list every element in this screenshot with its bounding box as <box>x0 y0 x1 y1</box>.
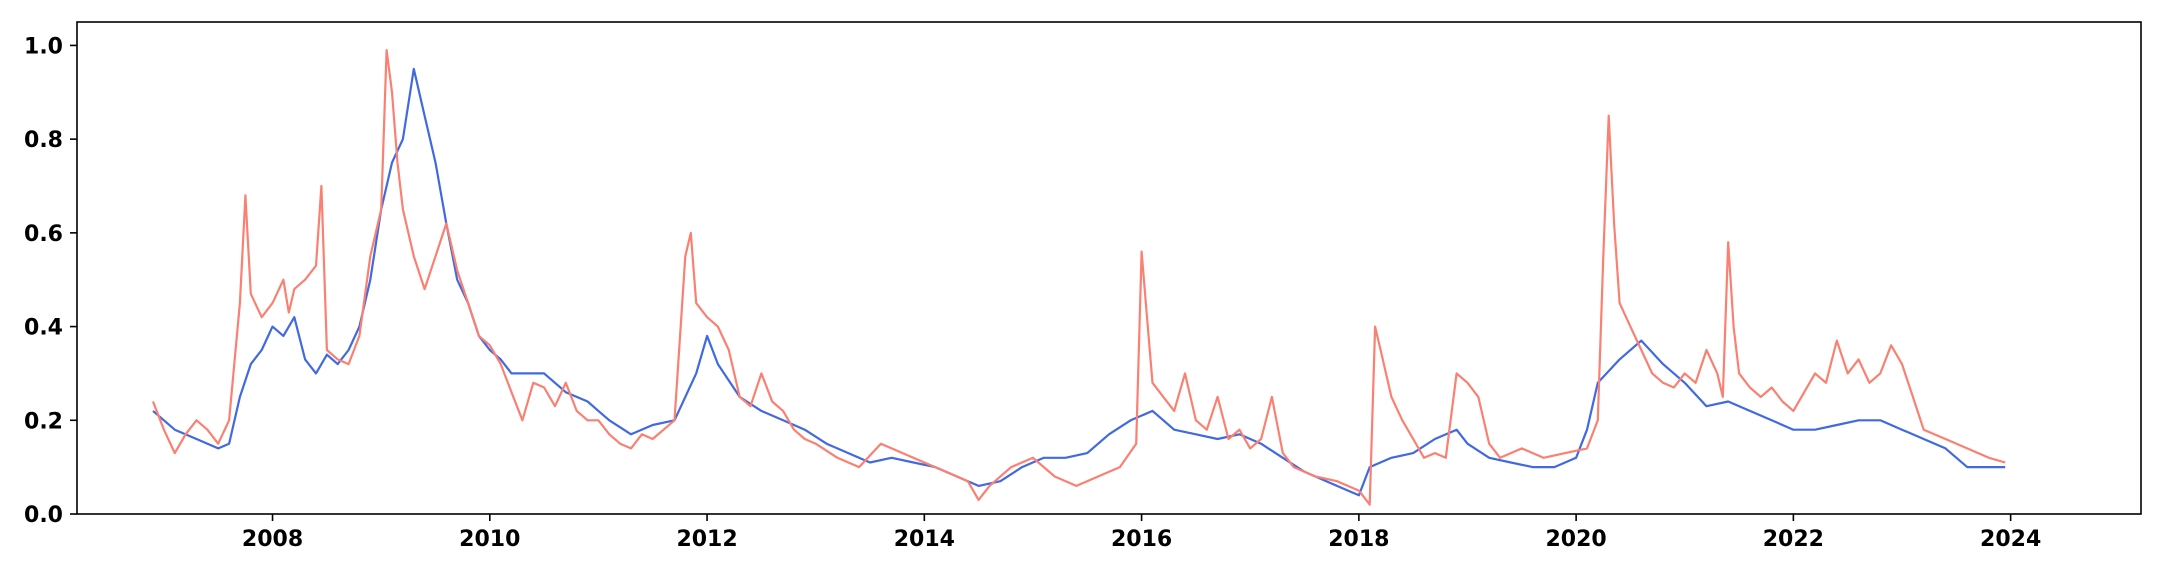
x-tick-label: 2014 <box>894 527 955 552</box>
x-tick-label: 2024 <box>1980 527 2041 552</box>
x-tick-label: 2022 <box>1763 527 1824 552</box>
x-tick-label: 2012 <box>676 527 737 552</box>
y-tick-label: 0.0 <box>24 503 63 528</box>
series-lines-layer <box>151 48 2006 506</box>
y-tick-label: 0.8 <box>24 128 63 153</box>
y-tick-label: 0.6 <box>24 222 63 247</box>
y-tick-label: 0.2 <box>24 409 63 434</box>
series-salmon-line <box>151 48 2006 506</box>
x-tick-label: 2008 <box>242 527 303 552</box>
axis-ticks-layer: 2008 2010 2012 2014 2016 2018 2020 2022 2024 0.0 0… <box>24 34 2041 552</box>
x-tick-label: 2018 <box>1328 527 1389 552</box>
plot-frame <box>76 21 2142 515</box>
x-tick-label: 2020 <box>1545 527 1606 552</box>
x-tick-label: 2010 <box>459 527 520 552</box>
y-tick-label: 1.0 <box>24 34 63 59</box>
x-tick-label: 2016 <box>1111 527 1172 552</box>
y-tick-label: 0.4 <box>24 316 63 341</box>
